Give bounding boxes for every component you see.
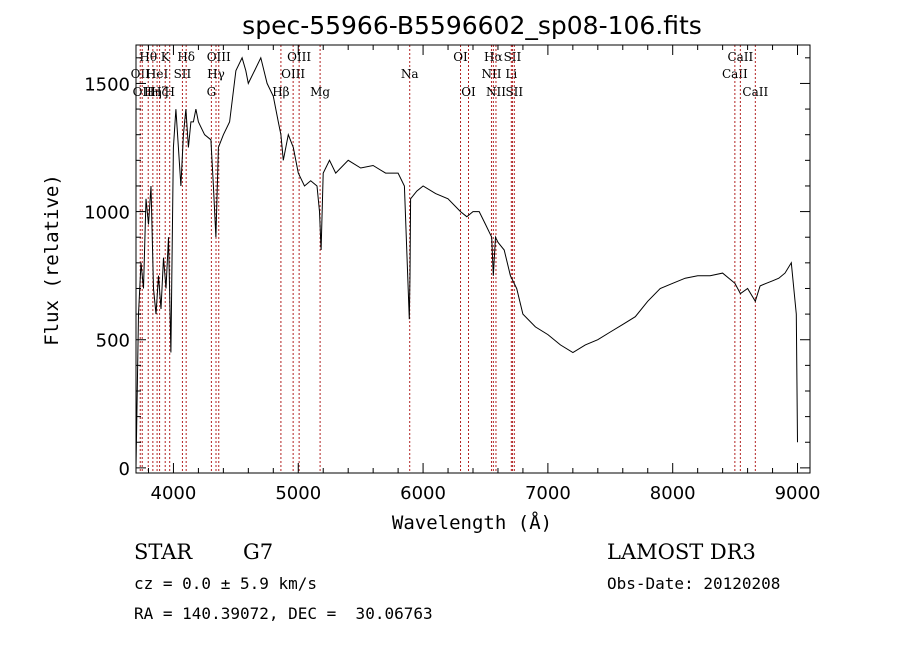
line-marker-label: SII <box>504 50 522 64</box>
line-marker-label: OIII <box>287 50 311 64</box>
coordinates-text: RA = 140.39072, DEC = 30.06763 <box>134 604 433 623</box>
line-marker-label: OI <box>453 50 468 64</box>
object-subclass: G7 <box>243 540 274 564</box>
y-tick-label: 1500 <box>84 74 130 95</box>
redshift-text: cz = 0.0 ± 5.9 km/s <box>134 574 318 593</box>
line-marker-label: NII <box>486 85 506 99</box>
line-marker-label: OI <box>461 85 476 99</box>
chart-title: spec-55966-B5596602_sp08-106.fits <box>242 11 702 40</box>
axes: 4000 5000 6000 7000 8000 9000 0 500 1000 1500 <box>84 45 820 504</box>
line-marker-label: Hδ <box>177 50 195 64</box>
line-marker-label: Na <box>401 67 419 81</box>
x-axis-label: Wavelength (Å) <box>392 511 552 534</box>
x-tick-label: 9000 <box>775 483 821 504</box>
line-marker-label: CaII <box>722 67 748 81</box>
y-tick-label: 500 <box>96 331 130 352</box>
object-class: STAR <box>134 540 193 564</box>
line-marker-label: Mg <box>310 85 330 99</box>
x-tick-label: 5000 <box>275 483 321 504</box>
line-marker-label: SII <box>505 85 523 99</box>
line-marker-label: CaII <box>742 85 768 99</box>
line-marker-label: Li <box>505 67 517 81</box>
line-marker-label: Hα <box>484 50 503 64</box>
spectrum-line <box>135 56 798 468</box>
y-tick-label: 0 <box>119 459 130 480</box>
line-marker-label: Hβ <box>272 85 289 99</box>
x-tick-label: 6000 <box>400 483 446 504</box>
obs-date: Obs-Date: 20120208 <box>607 574 781 593</box>
line-marker-label: HeI <box>146 67 169 81</box>
line-marker-label: OIII <box>281 67 305 81</box>
y-axis-label: Flux (relative) <box>41 174 63 346</box>
x-tick-label: 7000 <box>525 483 571 504</box>
line-marker-label: NII <box>481 67 501 81</box>
line-marker-label: OII <box>133 85 153 99</box>
line-marker-label: OII <box>131 67 151 81</box>
line-markers: OIIOIIHθHηHeIHζKHSIIHδGHγOIIIHβOIIIOIIIM… <box>131 45 768 473</box>
line-marker-label: OIII <box>207 50 231 64</box>
line-marker-label: SII <box>174 67 192 81</box>
line-marker-label: Hθ <box>139 50 157 64</box>
y-tick-label: 1000 <box>84 203 130 224</box>
line-marker-label: G <box>207 85 217 99</box>
x-tick-label: 8000 <box>650 483 696 504</box>
line-marker-label: K <box>161 50 171 64</box>
line-marker-label: CaII <box>727 50 753 64</box>
survey-name: LAMOST DR3 <box>607 540 756 564</box>
line-marker-label: Hη <box>144 85 162 99</box>
x-tick-label: 4000 <box>151 483 197 504</box>
line-marker-label: Hγ <box>207 67 225 81</box>
line-marker-label: H <box>164 85 174 99</box>
plot-frame <box>135 44 811 474</box>
line-marker-label: Hζ <box>151 85 168 99</box>
